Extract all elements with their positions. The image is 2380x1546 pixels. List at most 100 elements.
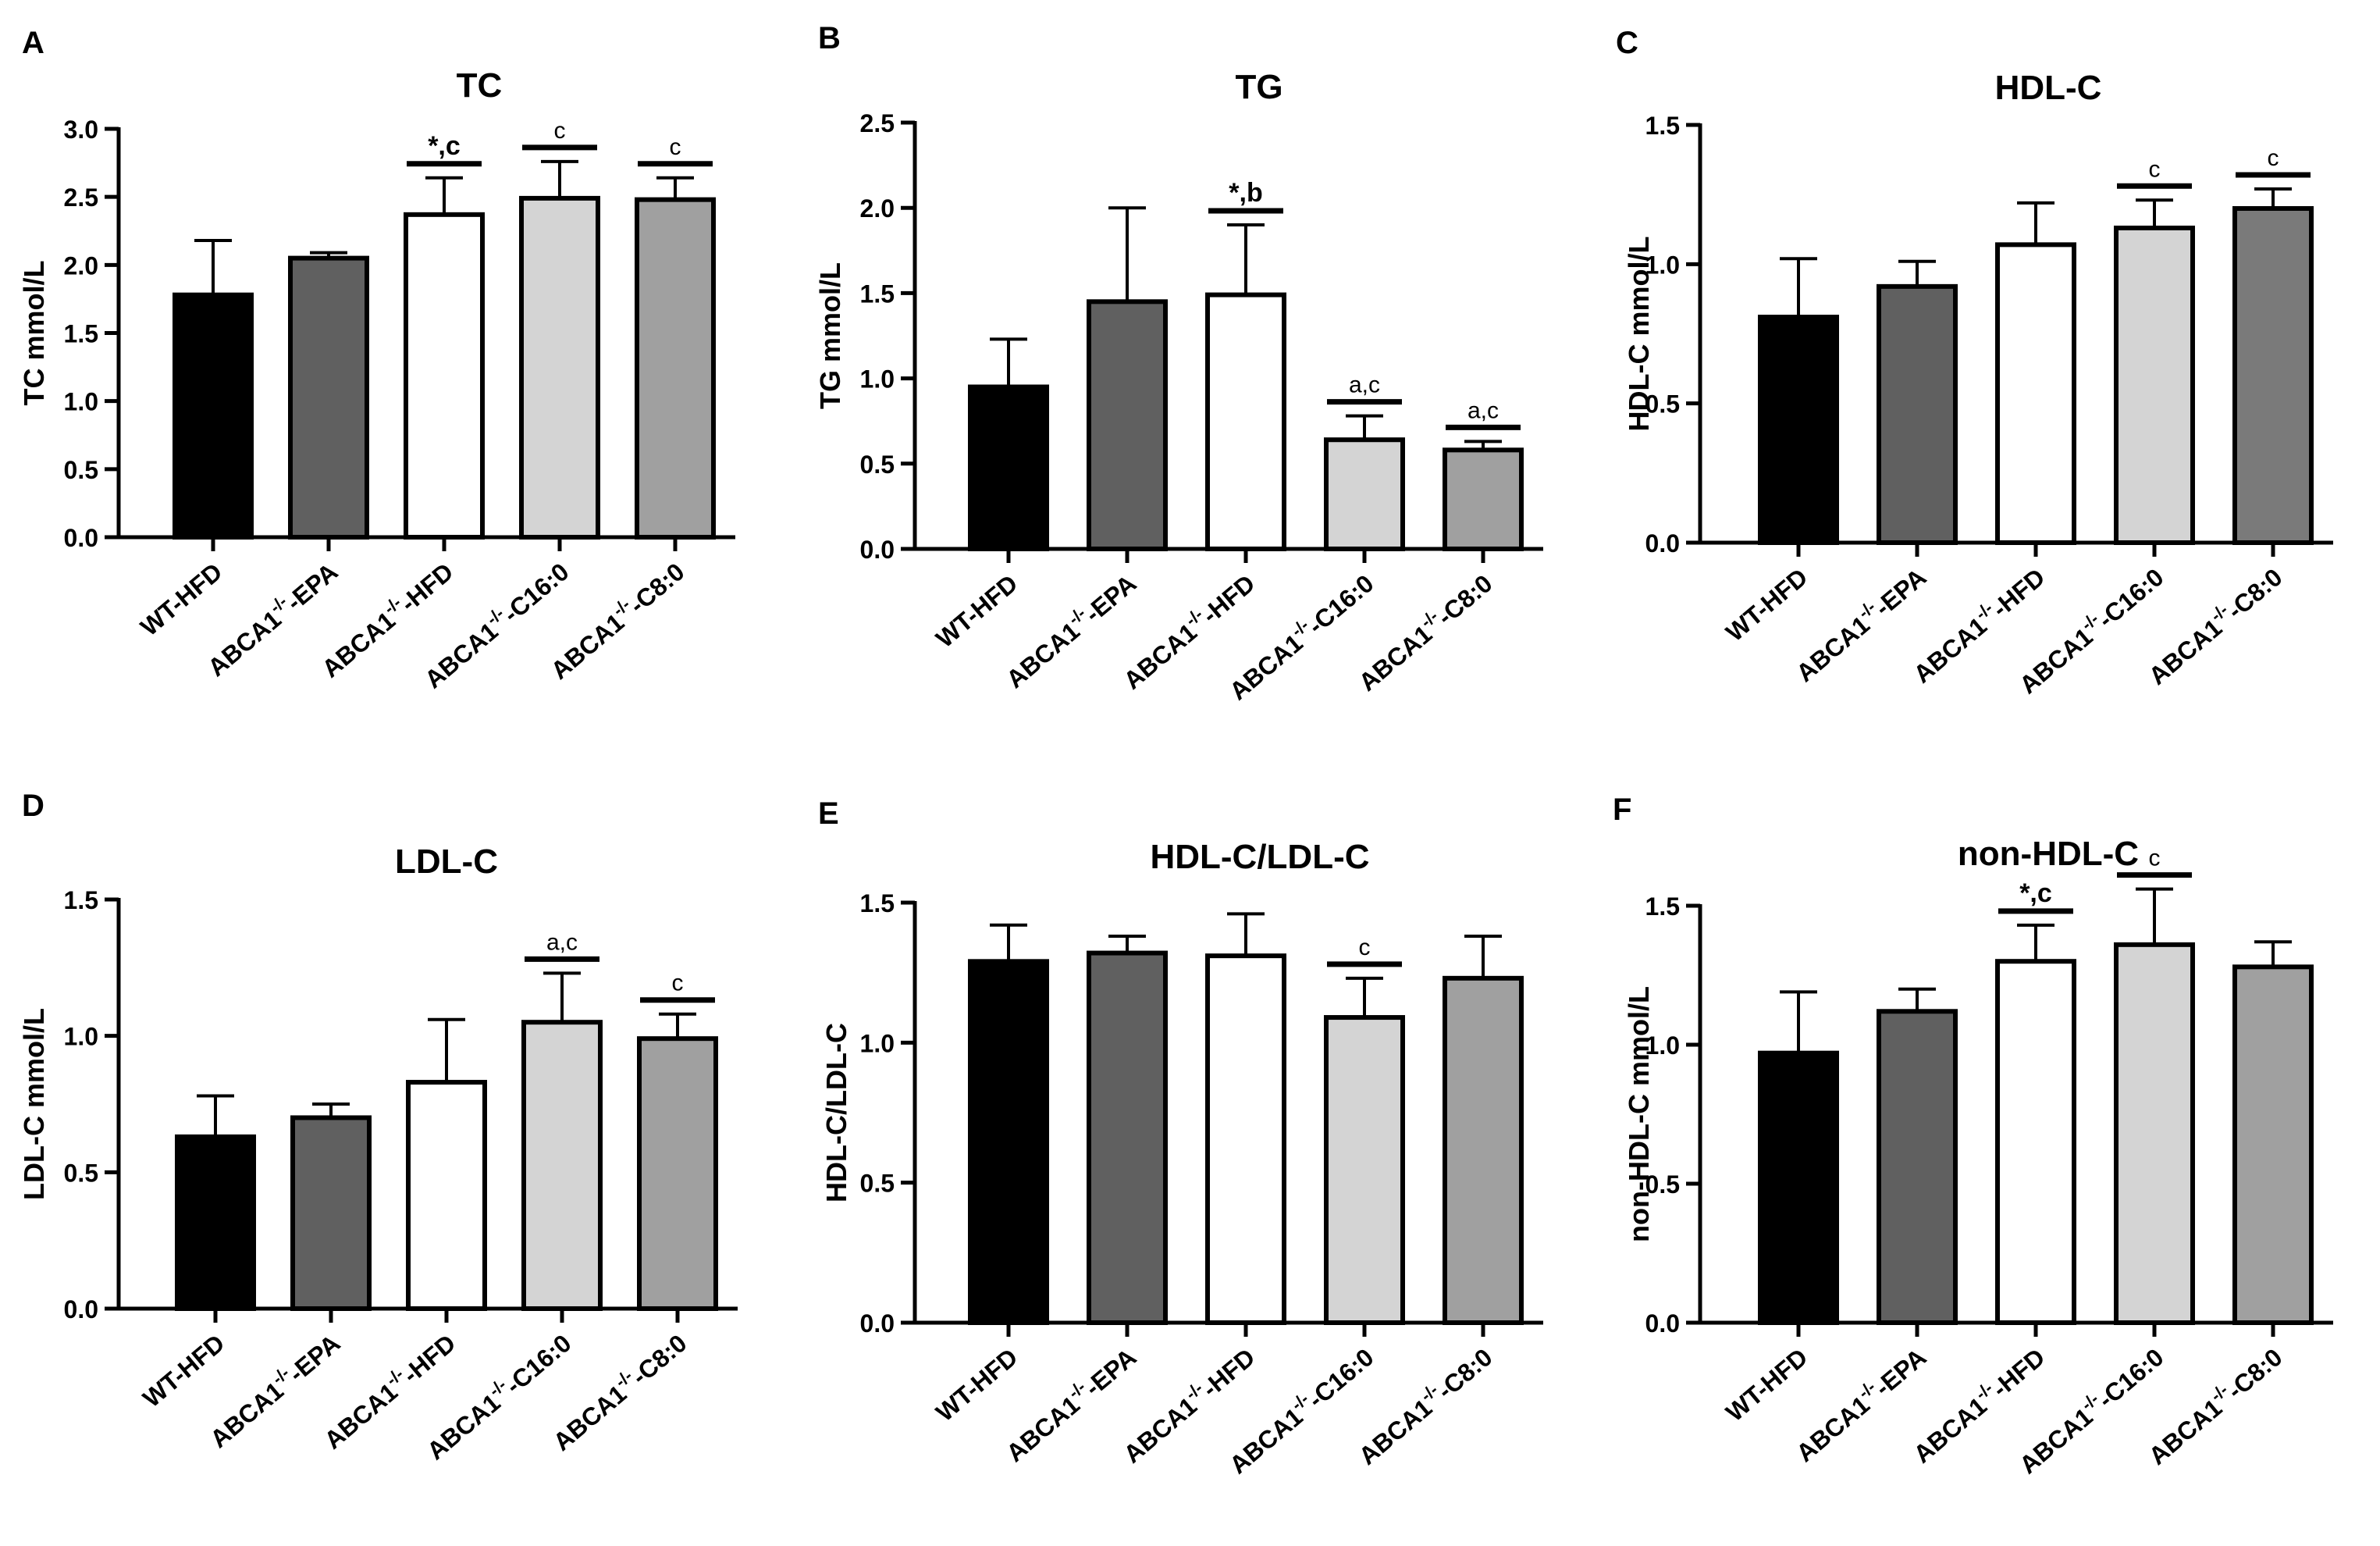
significance-label: a,c	[546, 929, 578, 955]
bar	[635, 197, 716, 540]
significance-label: c	[1359, 935, 1371, 960]
y-tick-label: 0.0	[1645, 529, 1680, 557]
chart-title: LDL-C	[395, 842, 498, 881]
y-tick-label: 1.0	[64, 388, 98, 416]
bar	[2232, 206, 2314, 545]
panel-e: E HDL-C/LDL-C 0.0 0.5 1.0 1.5 HDL-C/LDL-C WT-HF…	[818, 796, 1543, 1479]
x-tick-label: WT-HFD	[137, 1329, 229, 1413]
significance-label: *,c	[2019, 878, 2052, 908]
chart-title: HDL-C/LDL-C	[1150, 838, 1369, 876]
bar	[290, 1115, 372, 1312]
y-tick-label: 1.5	[860, 889, 895, 917]
y-axis-label: TG mmol/L	[814, 262, 846, 409]
significance-label: *,c	[428, 131, 461, 161]
bar	[968, 384, 1049, 551]
bar	[288, 255, 369, 540]
y-tick-label: 2.0	[860, 194, 895, 223]
y-tick-label: 0.0	[64, 524, 98, 552]
y-tick-label: 0.0	[860, 536, 895, 564]
y-tick-label: 0.5	[1645, 390, 1680, 419]
significance-label: *,b	[1229, 178, 1262, 208]
bar	[1324, 1015, 1405, 1325]
bar	[1443, 975, 1524, 1325]
y-tick-label: 2.5	[860, 109, 895, 137]
bar	[519, 195, 600, 540]
significance-label: a,c	[1467, 397, 1499, 423]
bar	[1995, 242, 2076, 545]
bar	[1877, 283, 1958, 545]
y-tick-label: 1.5	[860, 280, 895, 308]
y-axis-label: TC mmol/L	[18, 261, 50, 406]
bar	[2114, 942, 2195, 1325]
panel-letter: F	[1613, 793, 1631, 827]
y-tick-label: 1.0	[1645, 251, 1680, 279]
y-tick-label: 0.5	[1645, 1170, 1680, 1199]
panel-letter: D	[22, 789, 44, 823]
significance-label: c	[2268, 145, 2279, 171]
bar	[2114, 225, 2195, 545]
y-tick-label: 2.5	[64, 183, 98, 212]
y-tick-label: 1.0	[64, 1023, 98, 1051]
significance-label: c	[554, 118, 566, 144]
y-axis-label: HDL-C mmol/L	[1623, 237, 1655, 432]
bar	[1087, 299, 1168, 551]
y-tick-label: 1.5	[64, 886, 98, 914]
chart-title: HDL-C	[1995, 69, 2102, 107]
y-tick-label: 1.0	[860, 365, 895, 394]
significance-label: c	[2149, 156, 2161, 182]
significance-label: c	[672, 971, 684, 996]
y-tick-label: 0.5	[860, 1170, 895, 1198]
y-tick-label: 0.0	[1645, 1309, 1680, 1338]
y-tick-label: 0.5	[64, 1159, 98, 1187]
y-tick-label: 1.5	[1645, 112, 1680, 140]
y-tick-label: 1.0	[1645, 1031, 1680, 1060]
x-tick-label: WT-HFD	[1720, 1343, 1813, 1427]
bar	[1205, 953, 1286, 1325]
panel-letter: B	[818, 21, 841, 55]
y-tick-label: 0.0	[860, 1309, 895, 1338]
panel-letter: C	[1616, 26, 1638, 60]
y-tick-label: 0.5	[64, 456, 98, 484]
y-tick-label: 3.0	[64, 116, 98, 144]
x-tick-label: WT-HFD	[930, 569, 1023, 654]
bar	[1995, 959, 2076, 1325]
y-axis-label: HDL-C/LDL-C	[820, 1023, 852, 1202]
x-tick-label: WT-HFD	[930, 1343, 1023, 1427]
significance-label: c	[2149, 846, 2161, 871]
bar	[2232, 964, 2314, 1325]
bar	[173, 292, 254, 540]
x-tick-label: WT-HFD	[1720, 563, 1813, 647]
bar	[1877, 1009, 1958, 1326]
chart-title: TG	[1235, 68, 1282, 106]
y-tick-label: 0.5	[860, 451, 895, 479]
y-tick-label: 1.5	[64, 320, 98, 348]
bar	[404, 212, 485, 540]
y-tick-label: 2.0	[64, 251, 98, 280]
y-tick-label: 0.0	[64, 1295, 98, 1323]
panel-letter: A	[22, 26, 44, 60]
bar	[1758, 1050, 1839, 1326]
y-axis-label: non-HDL-C mmol/L	[1623, 986, 1655, 1242]
bar	[1205, 292, 1286, 551]
bar	[1443, 447, 1524, 551]
bar	[406, 1080, 487, 1311]
panel-letter: E	[818, 796, 839, 831]
x-tick-label: WT-HFD	[135, 557, 227, 642]
bar	[637, 1036, 718, 1312]
bar	[175, 1134, 256, 1312]
chart-title: TC	[457, 66, 503, 105]
y-tick-label: 1.5	[1645, 892, 1680, 921]
y-axis-label: LDL-C mmol/L	[18, 1008, 50, 1200]
significance-label: a,c	[1349, 372, 1380, 398]
significance-label: c	[670, 134, 681, 160]
bar	[1758, 315, 1839, 545]
y-tick-label: 1.0	[860, 1029, 895, 1057]
bar	[521, 1020, 603, 1311]
chart-title: non-HDL-C	[1958, 835, 2139, 873]
